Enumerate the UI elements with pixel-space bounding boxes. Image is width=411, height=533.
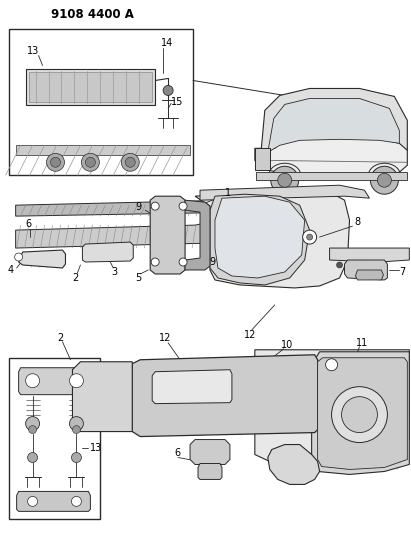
Text: 9108 4400 A: 9108 4400 A <box>51 8 134 21</box>
Text: 14: 14 <box>161 38 173 47</box>
Polygon shape <box>210 194 309 285</box>
Text: 10: 10 <box>281 340 293 350</box>
Polygon shape <box>16 491 90 511</box>
Text: 15: 15 <box>171 98 183 108</box>
Polygon shape <box>152 370 232 403</box>
Circle shape <box>121 154 139 171</box>
Circle shape <box>342 397 377 433</box>
Circle shape <box>377 173 391 187</box>
Text: 7: 7 <box>399 267 406 277</box>
Circle shape <box>332 386 388 442</box>
Bar <box>9 29 193 175</box>
Polygon shape <box>83 242 133 262</box>
Circle shape <box>125 157 135 167</box>
Circle shape <box>51 157 60 167</box>
Circle shape <box>69 417 83 431</box>
Circle shape <box>72 425 81 433</box>
Polygon shape <box>268 99 399 152</box>
Polygon shape <box>132 355 318 437</box>
Circle shape <box>302 230 316 244</box>
Text: 13: 13 <box>90 442 103 453</box>
Circle shape <box>151 258 159 266</box>
Polygon shape <box>255 350 409 464</box>
Circle shape <box>151 202 159 210</box>
Polygon shape <box>150 196 185 274</box>
Polygon shape <box>318 358 407 470</box>
Text: 6: 6 <box>25 219 32 229</box>
Polygon shape <box>185 200 210 270</box>
Bar <box>256 172 407 180</box>
Circle shape <box>179 202 187 210</box>
Circle shape <box>25 417 39 431</box>
Text: 13: 13 <box>26 45 39 55</box>
Text: 9: 9 <box>135 202 141 212</box>
Circle shape <box>179 258 187 266</box>
Circle shape <box>46 154 65 171</box>
Circle shape <box>337 262 342 268</box>
Text: 8: 8 <box>354 217 360 227</box>
Circle shape <box>15 253 23 261</box>
Text: 9: 9 <box>209 257 215 267</box>
Polygon shape <box>198 464 222 480</box>
Polygon shape <box>18 368 90 394</box>
Text: 2: 2 <box>72 273 79 283</box>
Circle shape <box>271 166 299 194</box>
Polygon shape <box>330 248 409 262</box>
Text: 2: 2 <box>58 333 64 343</box>
Polygon shape <box>215 196 305 278</box>
Polygon shape <box>200 185 369 200</box>
Circle shape <box>69 374 83 387</box>
Circle shape <box>28 496 37 506</box>
Bar <box>255 148 270 170</box>
Polygon shape <box>190 440 230 464</box>
Polygon shape <box>16 198 250 216</box>
Circle shape <box>370 166 398 194</box>
Circle shape <box>326 359 337 371</box>
Circle shape <box>29 425 37 433</box>
Text: 1: 1 <box>225 188 231 198</box>
Text: 12: 12 <box>244 330 256 340</box>
Circle shape <box>28 453 37 463</box>
Text: 3: 3 <box>111 267 118 277</box>
Polygon shape <box>195 190 349 288</box>
Text: 5: 5 <box>135 273 141 283</box>
Polygon shape <box>344 260 388 280</box>
Polygon shape <box>356 270 383 280</box>
Circle shape <box>278 173 292 187</box>
Circle shape <box>81 154 99 171</box>
Polygon shape <box>260 88 407 165</box>
Bar <box>29 71 152 102</box>
Polygon shape <box>18 250 65 268</box>
Circle shape <box>85 157 95 167</box>
Bar <box>25 69 155 106</box>
Polygon shape <box>312 352 409 474</box>
Text: 4: 4 <box>7 265 14 275</box>
Circle shape <box>163 85 173 95</box>
Polygon shape <box>72 362 132 432</box>
Polygon shape <box>16 146 190 155</box>
Circle shape <box>25 374 39 387</box>
Circle shape <box>72 496 81 506</box>
Text: 12: 12 <box>159 333 171 343</box>
Polygon shape <box>268 445 320 484</box>
Polygon shape <box>16 222 215 248</box>
Text: 11: 11 <box>356 338 369 348</box>
Text: 6: 6 <box>174 448 180 457</box>
Circle shape <box>72 453 81 463</box>
Polygon shape <box>255 135 407 176</box>
Bar <box>9 358 100 519</box>
Circle shape <box>307 234 313 240</box>
